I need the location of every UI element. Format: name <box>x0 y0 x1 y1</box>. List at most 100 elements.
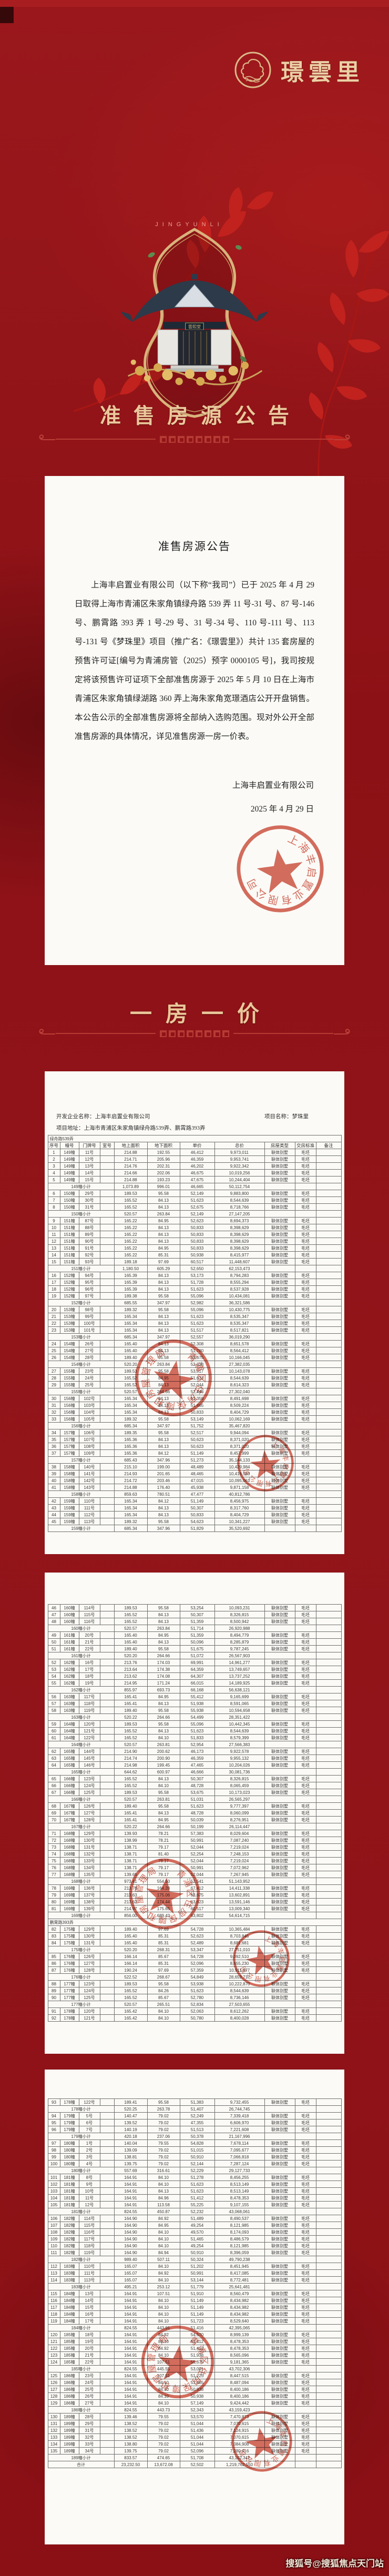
cell: 总价 <box>214 1142 265 1149</box>
cell: 52,650 <box>179 1265 215 1272</box>
table-row: 74 168幢 132号 138.71 81.40 52,254 7,248,153 联体别墅… <box>47 1850 342 1858</box>
project-address: 项目地址：上海市青浦区朱家角镇绿舟路539弄、鹏霄路393弄 <box>56 1125 206 1131</box>
cell: 7,124,915 <box>214 2427 265 2434</box>
cell: 52,044 <box>179 1857 215 1864</box>
cell: 14,189,925 <box>214 1679 265 1687</box>
cell: 84.13 <box>147 1313 180 1320</box>
cell: 164.90 <box>114 2249 148 2256</box>
cell: 265.51 <box>147 2001 180 2008</box>
cell <box>99 2181 115 2188</box>
cell: 120 <box>47 2331 60 2338</box>
cell <box>99 1659 115 1666</box>
cell: 23号 <box>78 1367 100 1375</box>
cell: 联体别墅 <box>264 1953 295 1960</box>
cell: 165.52 <box>114 1727 148 1735</box>
cell: 1号 <box>78 2139 100 2147</box>
cell: 43 <box>47 1504 60 1512</box>
cell: 4 <box>47 1169 60 1177</box>
table-row: 128 186幢 26号 164.91 84.10 50,938 8,400,186 联体别墅… <box>47 2392 342 2400</box>
cell: 214.71 <box>114 1155 148 1163</box>
cell <box>315 1155 342 1163</box>
cell: 联体别墅 <box>264 1292 295 1300</box>
cell: 8,456,255 <box>214 2174 265 2181</box>
cell: 29 <box>47 1381 60 1388</box>
cell: 毛坯 <box>294 2379 316 2386</box>
cell: 151幢 <box>59 1238 79 1245</box>
table-row: 22 153幢 100号 165.34 84.13 51,623 8,535,347 联体别墅… <box>47 1320 342 1327</box>
cell <box>315 2263 342 2270</box>
cell: 毛坯 <box>294 2007 316 2015</box>
cell <box>315 2392 342 2400</box>
cell: 186幢 <box>59 2392 79 2400</box>
cell: 9,181,365 <box>214 2358 265 2366</box>
cell: 毛坯 <box>294 1162 316 1170</box>
subtotal-row: 150幢小计 520.57 263.84 52,149 27,147,205 <box>47 1210 342 1218</box>
table-row: 94 179幢 5号 140.47 79.02 52,249 7,339,418 联体别墅 毛坯 <box>47 2112 342 2119</box>
cell: 164.91 <box>114 2399 148 2407</box>
cell <box>99 2413 115 2420</box>
cell: 150幢 <box>59 1190 79 1197</box>
cell: 联体别墅 <box>264 1932 295 1940</box>
cell: 93 <box>47 2098 60 2106</box>
cell: 毛坯 <box>294 1905 316 1912</box>
table-row: 98 180幢 2号 139.09 79.02 51,015 7,095,677 联体别墅 毛坯 <box>47 2146 342 2154</box>
cell: 52,834 <box>179 2001 215 2008</box>
cell: 10,019,256 <box>214 1169 265 1177</box>
cell: 84.13 <box>147 1402 180 1409</box>
cell: 51,031 <box>179 1796 215 1803</box>
cell: 84.13 <box>147 1443 180 1450</box>
cell: 54,499 <box>179 1713 215 1721</box>
cell: 8,794,283 <box>214 1272 265 1279</box>
table-row: 130 189幢 28号 139.46 79.55 53,570 7,470,873 联体别墅… <box>47 2413 342 2420</box>
cell: 51,412 <box>179 2345 215 2352</box>
cell: 140号 <box>78 1463 100 1470</box>
cell <box>315 1884 342 1892</box>
cell: 联体别墅 <box>264 2112 295 2119</box>
cell: 129号 <box>78 1830 100 1837</box>
cell: 189幢 <box>59 2413 79 2420</box>
price-table: 93 178幢 122号 189.41 95.58 51,383 9,732,455 联体别墅… <box>47 2098 342 2468</box>
cell: 8,434,982 <box>214 2310 265 2318</box>
cell: 毛坯 <box>294 1347 316 1354</box>
table-row: 44 159幢 112号 165.34 84.13 50,833 8,404,729 联体别墅… <box>47 1511 342 1518</box>
cell: 96 <box>47 2126 60 2133</box>
cell <box>264 2001 295 2008</box>
cell: 189幢 <box>59 2433 79 2441</box>
cell: 180幢小计 <box>47 2167 115 2174</box>
cell: 95.58 <box>147 1306 180 1313</box>
cell <box>264 1625 295 1632</box>
cell <box>315 1449 342 1457</box>
cell: 毛坯 <box>294 2317 316 2325</box>
table-row: 84 175幢 131号 165.40 85.31 52,489 8,681,681 联体别墅… <box>47 1939 342 1946</box>
cell: 85.67 <box>147 1994 180 2001</box>
cell: 26,565,297 <box>214 1796 265 1803</box>
cell: 64,307 <box>179 1672 215 1680</box>
cell: 169幢 <box>59 1905 79 1912</box>
cell: 1,073.89 <box>114 1183 148 1190</box>
cell: 165.22 <box>114 1238 148 1245</box>
cell: 164.90 <box>114 2228 148 2236</box>
cell: 8,065,459 <box>214 1782 265 1789</box>
cell <box>315 1265 342 1272</box>
cell: 139.52 <box>114 2119 148 2126</box>
cell: 46,202 <box>179 1162 215 1170</box>
cell: 51,623 <box>179 1987 215 1994</box>
cell: 51,623 <box>179 1196 215 1204</box>
cell: 53,938 <box>179 1980 215 1987</box>
cell: 联体别墅 <box>264 1966 295 1974</box>
cell: 8,396,059 <box>214 2249 265 2256</box>
cell: 57 <box>47 1700 60 1707</box>
cell <box>315 1720 342 1728</box>
cell: 98 <box>47 2146 60 2154</box>
cell: 联体别墅 <box>264 1149 295 1156</box>
table-row: 36 157幢 108号 165.36 84.13 50,623 8,371,020 联体别墅… <box>47 1443 342 1450</box>
table-row: 107 182幢 115号 164.90 84.95 49,254 8,121,985 联体别… <box>47 2222 342 2229</box>
cell: 85.67 <box>147 1953 180 1960</box>
cell: 114号 <box>78 2215 100 2222</box>
cell: 毛坯 <box>294 1672 316 1680</box>
cell: 55,675 <box>179 2358 215 2366</box>
cell: 213.63 <box>114 1891 148 1899</box>
table-row: 105 181幢 12号 164.91 113.58 55,225 9,107,155 联体别… <box>47 2201 342 2208</box>
cell: 联体别墅 <box>264 2194 295 2202</box>
cell: 165.22 <box>114 1251 148 1259</box>
